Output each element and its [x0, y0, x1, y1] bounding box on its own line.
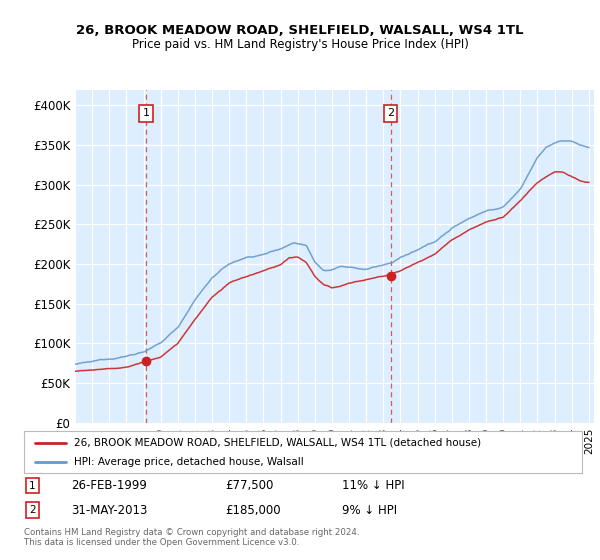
Text: Contains HM Land Registry data © Crown copyright and database right 2024.
This d: Contains HM Land Registry data © Crown c… — [24, 528, 359, 547]
Text: £77,500: £77,500 — [225, 479, 273, 492]
Text: 26, BROOK MEADOW ROAD, SHELFIELD, WALSALL, WS4 1TL (detached house): 26, BROOK MEADOW ROAD, SHELFIELD, WALSAL… — [74, 437, 481, 447]
Text: 26-FEB-1999: 26-FEB-1999 — [71, 479, 148, 492]
Text: 2: 2 — [29, 505, 35, 515]
Text: 2: 2 — [387, 109, 394, 118]
Text: 1: 1 — [143, 109, 149, 118]
Text: 31-MAY-2013: 31-MAY-2013 — [71, 504, 148, 517]
Text: 1: 1 — [29, 480, 35, 491]
Text: HPI: Average price, detached house, Walsall: HPI: Average price, detached house, Wals… — [74, 457, 304, 467]
Text: 26, BROOK MEADOW ROAD, SHELFIELD, WALSALL, WS4 1TL: 26, BROOK MEADOW ROAD, SHELFIELD, WALSAL… — [76, 24, 524, 36]
Text: 11% ↓ HPI: 11% ↓ HPI — [342, 479, 404, 492]
Text: £185,000: £185,000 — [225, 504, 281, 517]
Text: 9% ↓ HPI: 9% ↓ HPI — [342, 504, 397, 517]
Text: Price paid vs. HM Land Registry's House Price Index (HPI): Price paid vs. HM Land Registry's House … — [131, 38, 469, 51]
